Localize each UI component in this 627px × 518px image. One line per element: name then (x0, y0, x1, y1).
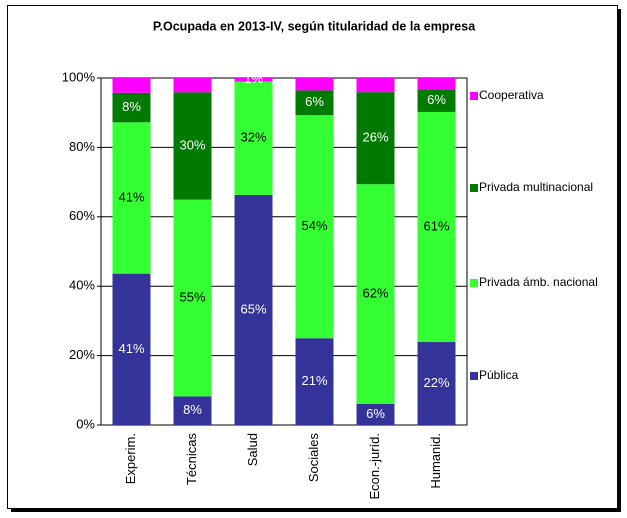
data-label: 6% (305, 94, 324, 109)
legend-label: Pública (479, 368, 519, 382)
x-tick-label: Salud (245, 433, 260, 466)
bar-segment (112, 273, 151, 425)
x-tick-group: Experim. (123, 433, 138, 484)
x-tick-label: Econ.-juríd. (367, 433, 382, 499)
x-tick-label: Humanid. (428, 433, 443, 489)
y-tick-label: 0% (76, 416, 95, 431)
bar-segment (234, 194, 273, 425)
data-label: 61% (423, 218, 449, 233)
bar-segment (417, 78, 456, 90)
x-tick-group: Técnicas (184, 433, 199, 486)
bar-segment (173, 199, 212, 397)
x-tick-group: Sociales (306, 433, 321, 483)
bar-segment (112, 122, 151, 274)
bar-segment (356, 78, 395, 93)
bar-segment (295, 78, 334, 91)
bar-segment (417, 342, 456, 425)
legend-swatch (470, 184, 478, 192)
y-tick-label: 100% (62, 69, 96, 84)
data-label: 41% (118, 341, 144, 356)
plot-area (100, 77, 468, 426)
data-label: 55% (179, 289, 205, 304)
data-label: 65% (240, 301, 266, 316)
x-tick-group: Humanid. (428, 433, 443, 489)
bar-segment (234, 78, 273, 82)
bar-segment (173, 78, 212, 93)
data-label: 54% (301, 218, 327, 233)
bar-segment (295, 338, 334, 425)
x-tick-group: Econ.-juríd. (367, 433, 382, 499)
data-label: 8% (122, 99, 141, 114)
data-label: 6% (427, 92, 446, 107)
data-label: 1% (244, 71, 263, 86)
bar-segment (173, 92, 212, 200)
x-tick-group: Salud (245, 433, 260, 466)
y-tick-label: 20% (69, 347, 95, 362)
bar-segment (173, 396, 212, 425)
y-tick-label: 80% (69, 139, 95, 154)
bar-segment (234, 81, 273, 195)
x-tick-label: Técnicas (184, 433, 199, 486)
x-tick-label: Experim. (123, 433, 138, 484)
data-label: 6% (366, 406, 385, 421)
data-label: 30% (179, 137, 205, 152)
data-label: 22% (423, 375, 449, 390)
bar-segment (417, 111, 456, 343)
data-label: 26% (362, 130, 388, 145)
legend-swatch (470, 372, 478, 380)
bar-segment (295, 115, 334, 339)
x-tick-label: Sociales (306, 433, 321, 483)
data-label: 41% (118, 189, 144, 204)
bar-segment (356, 403, 395, 425)
bar-segment (417, 89, 456, 112)
legend-label: Privada multinacional (479, 180, 593, 194)
data-label: 21% (301, 373, 327, 388)
data-label: 8% (183, 402, 202, 417)
bar-segment (112, 78, 151, 93)
legend-label: Privada ámb. nacional (479, 275, 598, 289)
bar-segment (295, 90, 334, 116)
bar-segment (112, 92, 151, 123)
bar-segment (356, 92, 395, 185)
chart-title: P.Ocupada en 2013-IV, según titularidad … (153, 19, 476, 33)
y-tick-label: 60% (69, 208, 95, 223)
y-tick-label: 40% (69, 278, 95, 293)
data-label: 62% (362, 285, 388, 300)
legend-label: Cooperativa (479, 88, 544, 102)
bar-segment (356, 184, 395, 404)
legend-swatch (470, 92, 478, 100)
data-label: 32% (240, 130, 266, 145)
legend-swatch (470, 279, 478, 287)
